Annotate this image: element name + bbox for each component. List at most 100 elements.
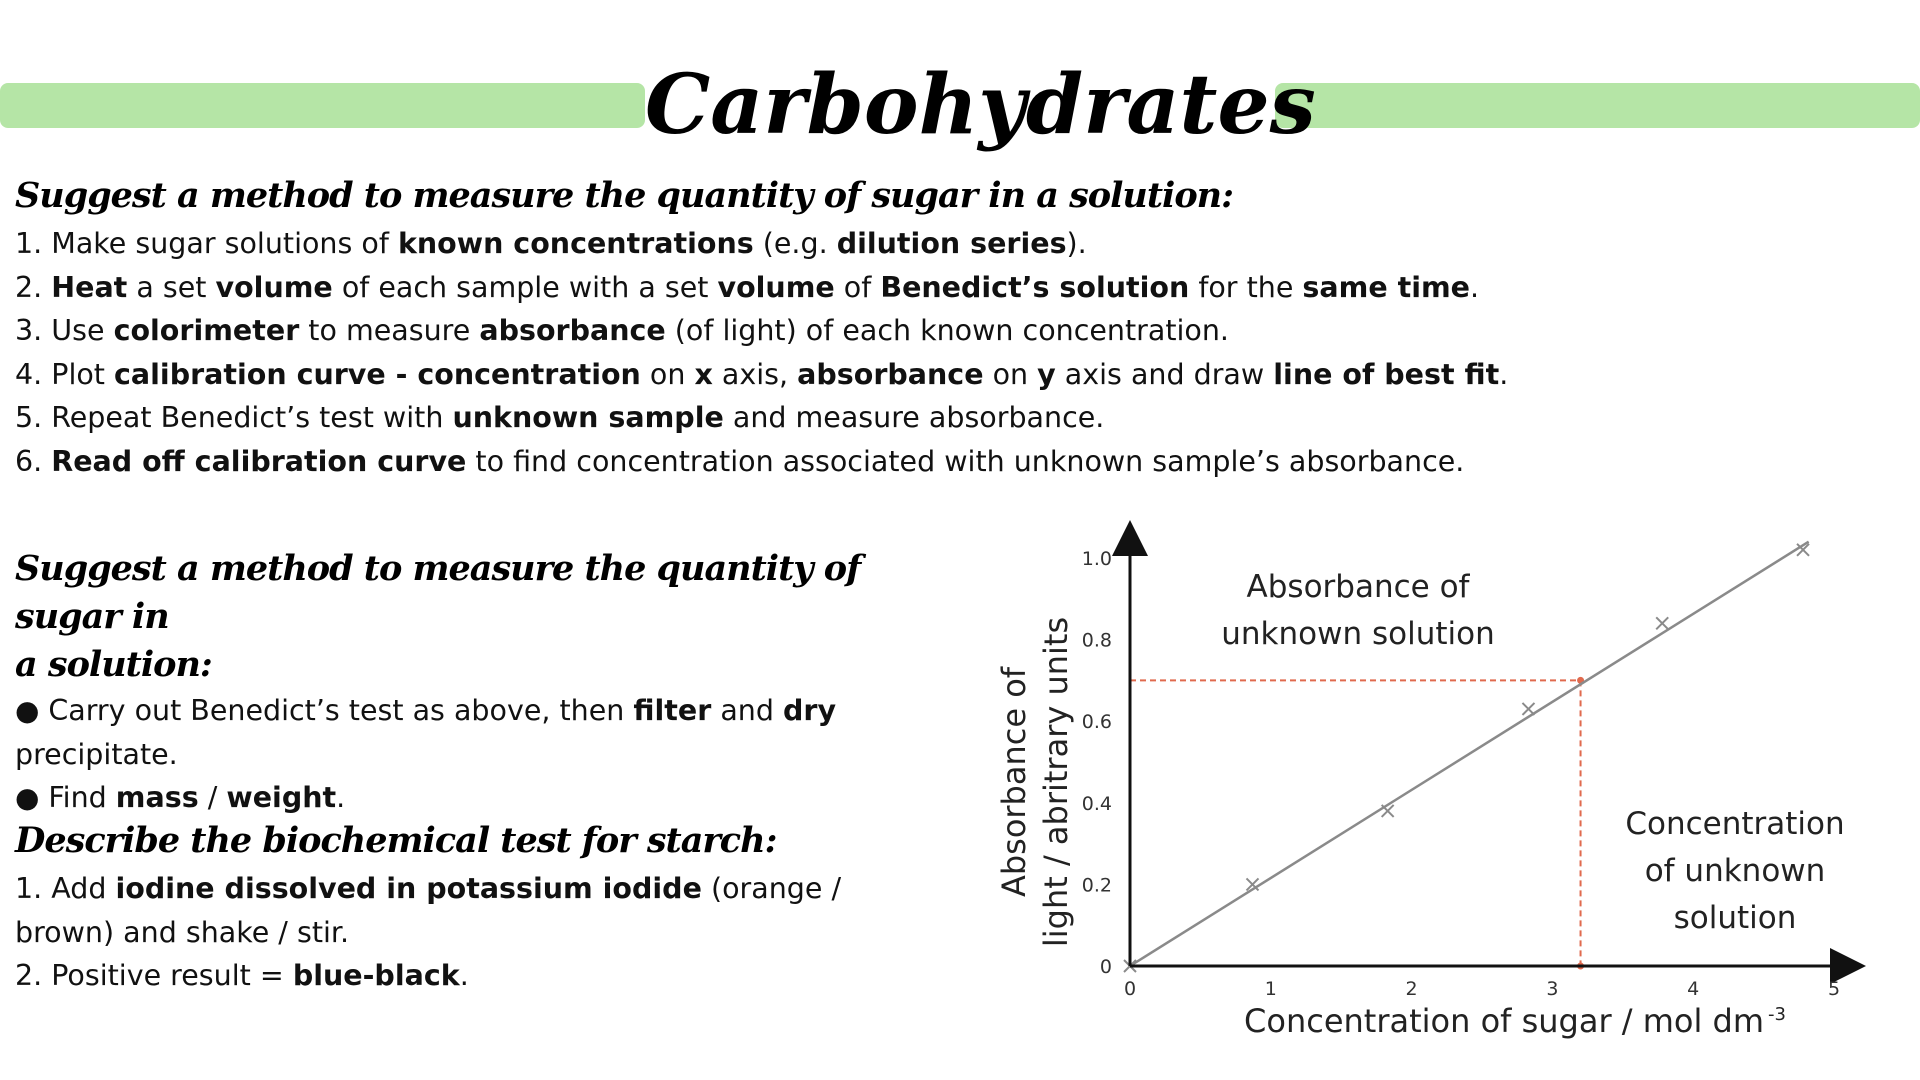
page-title: Carbohydrates [645, 57, 1316, 153]
text-line: 1. Make sugar solutions of known concent… [15, 222, 1615, 266]
y-tick-label: 0.4 [1082, 793, 1112, 815]
y-tick-label: 0.8 [1082, 630, 1112, 652]
step-list: 1. Add iodine dissolved in potassium iod… [15, 867, 975, 998]
text-span: precipitate. [15, 737, 178, 771]
step-list: 1. Make sugar solutions of known concent… [15, 222, 1615, 483]
text-line: ● Find mass / weight. [15, 776, 975, 820]
y-axis-label-line-2: light / abritrary units [1037, 617, 1075, 947]
y-tick-label: 1.0 [1082, 548, 1112, 570]
y-tick-labels: 0 0.2 0.4 0.6 0.8 1.0 [1082, 548, 1112, 978]
section-heading: Describe the biochemical test for starch… [15, 820, 778, 861]
bold-text: absorbance [479, 314, 666, 347]
text-span: axis and draw [1055, 357, 1274, 391]
bold-text: Heat [51, 270, 128, 304]
text-span: for the [1189, 270, 1303, 304]
text-span: 4. Plot [15, 357, 115, 391]
bold-text: absorbance [797, 357, 984, 391]
text-line: 6. Read off calibration curve to find co… [15, 440, 1615, 484]
y-axis-label-line-1: Absorbance of [995, 666, 1033, 897]
annotation-concentration-line-1: Concentration [1625, 806, 1844, 842]
text-span: to find concentration associated with un… [466, 444, 1465, 478]
text-span: (of light) of each known concentration. [665, 314, 1229, 347]
best-fit-line [1129, 540, 1810, 968]
bullet-list: ● Carry out Benedict’s test as above, th… [15, 689, 975, 820]
y-tick-label: 0.2 [1082, 874, 1112, 896]
x-tick-label: 0 [1124, 978, 1136, 1000]
bold-text: weight [226, 781, 337, 814]
text-span: of [834, 270, 881, 304]
bold-text: volume [717, 270, 835, 304]
section-heading-line-1: Suggest a method to measure the quantity… [15, 548, 861, 637]
bold-text: colorimeter [113, 314, 300, 347]
data-point-cross [1380, 804, 1395, 818]
bold-text: dry [783, 694, 837, 727]
text-line: 4. Plot calibration curve - concentratio… [15, 353, 1615, 397]
bullet-icon: ● [15, 781, 49, 814]
bold-text: Read off calibration curve [51, 444, 467, 478]
text-line: 3. Use colorimeter to measure absorbance… [15, 309, 1615, 353]
text-span: ). [1066, 227, 1087, 260]
text-span: to measure [299, 314, 480, 347]
text-span: on [983, 357, 1038, 391]
annotation-concentration-line-3: solution [1674, 900, 1797, 936]
text-span: of each sample with a set [332, 270, 718, 304]
x-tick-label: 4 [1687, 978, 1699, 1000]
text-span: a set [127, 270, 216, 304]
text-line: 5. Repeat Benedict’s test with unknown s… [15, 396, 1615, 440]
text-span: 5. Repeat Benedict’s test with [15, 401, 453, 434]
data-point-cross [1796, 543, 1810, 557]
bold-text: line of best fit [1273, 357, 1500, 391]
text-span: Find [48, 781, 116, 814]
text-span: on [640, 357, 695, 391]
text-span: axis, [712, 357, 798, 391]
text-span: (orange / [701, 872, 842, 905]
x-tick-label: 3 [1546, 978, 1558, 1000]
bold-text: dilution series [836, 227, 1067, 260]
data-points [1123, 543, 1810, 973]
text-line: ● Carry out Benedict’s test as above, th… [15, 689, 975, 733]
text-span: . [336, 781, 346, 814]
bold-text: same time [1302, 270, 1470, 304]
data-point-cross [1655, 616, 1669, 630]
x-axis-label: Concentration of sugar / mol dm -3 [1244, 1002, 1786, 1040]
text-line: precipitate. [15, 733, 975, 777]
calibration-curve-chart: 0 1 2 3 4 5 0 0.2 0.4 0.6 0.8 1.0 Absorbance of un… [995, 520, 1866, 1040]
text-span: 6. [15, 444, 52, 478]
x-axis-label-superscript: -3 [1768, 1004, 1786, 1025]
section-sugar-mass-method: Suggest a method to measure the quantity… [15, 545, 975, 820]
x-tick-labels: 0 1 2 3 4 5 [1124, 978, 1840, 1000]
text-span: . [1499, 357, 1509, 391]
x-axis-label-text: Concentration of sugar / mol dm [1244, 1002, 1764, 1040]
text-span: 1. Add [15, 872, 116, 905]
section-heading-line-2: a solution: [15, 644, 213, 685]
bold-text: blue-black [292, 959, 460, 992]
text-span: 3. Use [15, 314, 114, 347]
bold-text: unknown sample [452, 401, 724, 434]
text-span: 2. [15, 270, 52, 304]
x-tick-label: 2 [1406, 978, 1418, 1000]
bold-text: Benedict’s solution [880, 270, 1190, 304]
text-span: . [459, 959, 469, 992]
text-line: 2. Positive result = blue-black. [15, 954, 975, 998]
y-tick-label: 0.6 [1082, 711, 1112, 733]
text-span: . [1470, 270, 1480, 304]
bold-text: mass [115, 781, 199, 814]
bold-text: x [694, 357, 713, 391]
annotation-absorbance-line-1: Absorbance of [1247, 569, 1471, 605]
title-bar-right [1275, 83, 1920, 128]
x-tick-label: 5 [1828, 978, 1840, 1000]
data-point-cross [1245, 877, 1260, 892]
text-line: brown) and shake / stir. [15, 911, 975, 955]
title-bar-left [0, 83, 645, 128]
best-fit-line-group [1129, 540, 1810, 968]
text-span: and measure absorbance. [723, 401, 1105, 434]
annotation-concentration-line-2: of unknown [1645, 853, 1826, 889]
text-span: brown) and shake / stir. [15, 915, 350, 949]
text-span: and [711, 694, 784, 727]
x-tick-label: 1 [1265, 978, 1277, 1000]
bold-text: filter [633, 694, 712, 727]
text-span: (e.g. [753, 227, 837, 260]
section-starch-test: Describe the biochemical test for starch… [15, 815, 975, 998]
text-line: 1. Add iodine dissolved in potassium iod… [15, 867, 975, 911]
section-heading: Suggest a method to measure the quantity… [15, 175, 1234, 216]
